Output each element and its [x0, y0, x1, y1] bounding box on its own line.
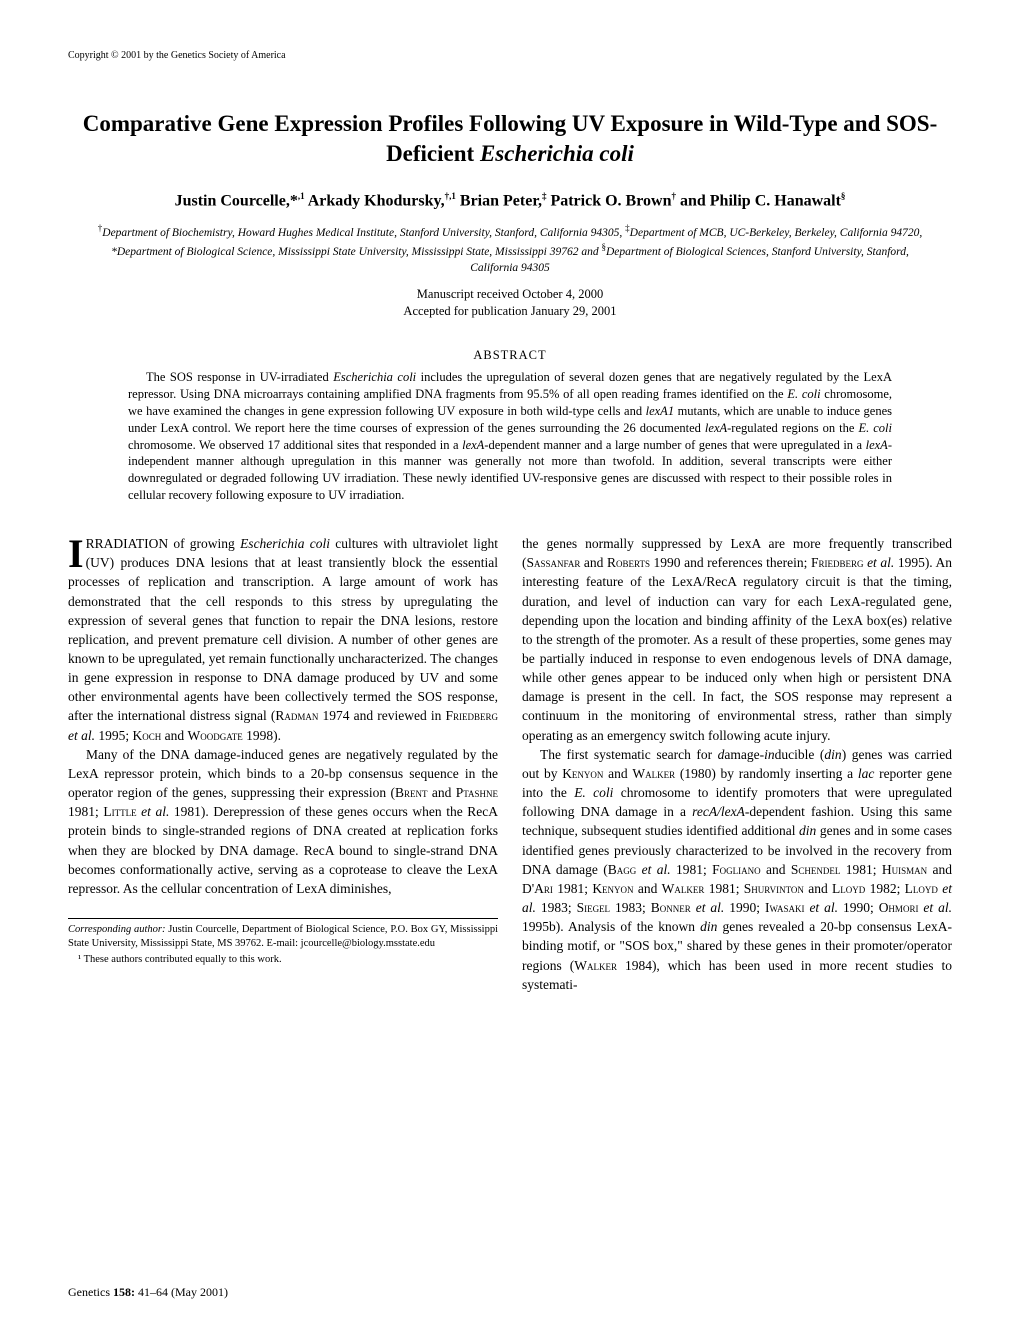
manuscript-dates: Manuscript received October 4, 2000 Acce…: [68, 286, 952, 320]
corresponding-author: Corresponding author: Justin Courcelle, …: [68, 918, 498, 950]
body-paragraph: Many of the DNA damage-induced genes are…: [68, 745, 498, 898]
journal-footer: Genetics 158: 41–64 (May 2001): [68, 1285, 228, 1300]
contribution-footnote: ¹ These authors contributed equally to t…: [68, 953, 498, 967]
article-title: Comparative Gene Expression Profiles Fol…: [68, 109, 952, 169]
corresponding-label: Corresponding author:: [68, 924, 166, 935]
body-columns: IRRADIATION of growing Escherichia coli …: [68, 534, 952, 994]
author-list: Justin Courcelle,*,1 Arkady Khodursky,†,…: [68, 191, 952, 210]
right-column: the genes normally suppressed by LexA ar…: [522, 534, 952, 994]
received-date: Manuscript received October 4, 2000: [68, 286, 952, 303]
dropcap: I: [68, 534, 86, 571]
body-paragraph: IRRADIATION of growing Escherichia coli …: [68, 534, 498, 745]
abstract-section: ABSTRACT The SOS response in UV-irradiat…: [128, 348, 892, 504]
abstract-heading: ABSTRACT: [128, 348, 892, 363]
accepted-date: Accepted for publication January 29, 200…: [68, 303, 952, 320]
copyright-notice: Copyright © 2001 by the Genetics Society…: [68, 50, 286, 61]
left-column: IRRADIATION of growing Escherichia coli …: [68, 534, 498, 994]
body-paragraph: the genes normally suppressed by LexA ar…: [522, 534, 952, 745]
body-paragraph: The first systematic search for damage-i…: [522, 745, 952, 994]
abstract-body: The SOS response in UV-irradiated Escher…: [128, 369, 892, 504]
author-affiliations: †Department of Biochemistry, Howard Hugh…: [68, 222, 952, 276]
